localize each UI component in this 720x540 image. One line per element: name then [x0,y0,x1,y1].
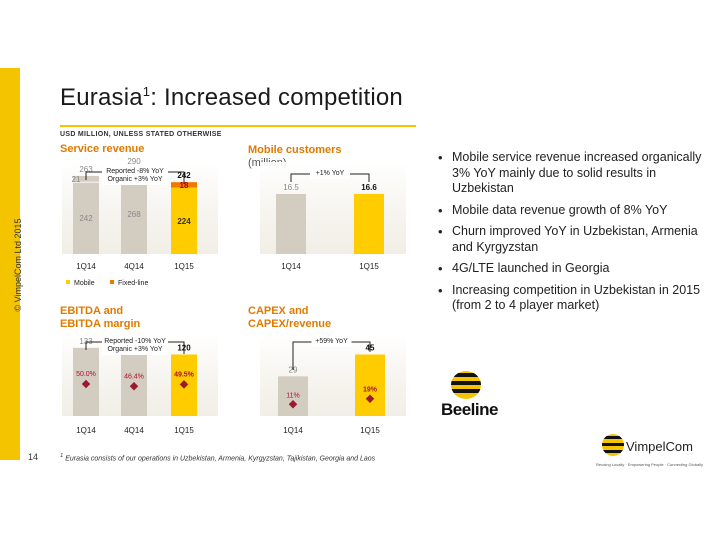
mobile-customers-title: Mobile customers [248,144,342,156]
units-label: USD MILLION, UNLESS STATED OTHERWISE [60,131,222,138]
title-rest: : Increased competition [150,84,403,111]
bar [278,376,308,416]
margin-label: 46.4% [124,373,144,380]
x-tick-label: 1Q14 [281,262,301,271]
mobile-customers-chart: 16.5 1Q14 16.6 1Q15 +1% YoY [260,162,406,271]
title-rule [60,125,416,127]
bar [121,347,147,416]
bullet-item: Mobile service revenue increased organic… [438,150,706,197]
ratio-marker [288,400,298,409]
yoy-label: Organic +3% YoY [107,176,162,183]
x-tick-label: 1Q15 [174,262,194,271]
data-label-mobile: 268 [127,210,141,219]
vimpelcom-logo-text: VimpelCom [626,439,693,454]
yoy-label-bg [311,335,352,347]
bar [276,194,306,254]
page-number: 14 [28,452,39,462]
yoy-label-bg [102,165,168,185]
data-label-fixed: 21 [72,175,81,184]
accent-bar [0,68,20,460]
data-label-mobile: 224 [177,217,191,226]
ebitda-title-line2: EBITDA margin [60,318,141,330]
title-footnote-mark: 1 [142,84,151,99]
margin-label: 50.0% [76,371,96,378]
ratio-label: 19% [363,387,378,394]
yoy-label: Reported -8% YoY [106,168,164,175]
yoy-label: Reported -10% YoY [104,338,166,345]
ratio-label: 11% [286,392,300,399]
legend-swatch-fixed [110,280,114,284]
capex-title-line2: CAPEX/revenue [248,318,332,330]
service-revenue-title: Service revenue [60,143,145,155]
x-tick-label: 1Q14 [283,426,303,435]
x-tick-label: 1Q15 [359,262,379,271]
data-label-total: 290 [127,158,141,166]
page-title: Eurasia1: Increased competition [60,84,403,112]
footnote-text: Eurasia consists of our operations in Uz… [65,455,376,463]
x-tick-label: 1Q14 [76,426,96,435]
yoy-label-bg [102,335,168,355]
copyright: © VimpelCom Ltd 2015 [13,218,23,312]
margin-label: 49.5% [174,371,195,378]
data-label: 16.6 [361,183,377,192]
yoy-label: +1% YoY [316,170,345,177]
ebitda-chart: 13350.0%1Q1413446.4%4Q1412049.5%1Q15Repo… [62,334,218,435]
bar-mobile [121,174,147,254]
legend-swatch-mobile [66,280,70,284]
x-tick-label: 4Q14 [124,262,144,271]
yoy-label: Organic +3% YoY [107,346,162,353]
data-label-mobile: 242 [79,214,93,223]
data-label-total: 263 [79,165,93,174]
x-tick-label: 4Q14 [124,426,144,435]
service-revenue-chart: 242212631Q14268212904Q14224182421Q15Repo… [62,158,218,287]
x-tick-label: 1Q15 [360,426,380,435]
vimpelcom-tagline: Reusing Locally · Empowering People · Co… [596,462,703,467]
yoy-label-bg [310,167,350,179]
footnote: 1 Eurasia consists of our operations in … [60,453,375,462]
title-main: Eurasia [60,84,143,111]
legend-label-mobile: Mobile [74,280,95,287]
legend-label-fixed: Fixed-line [118,280,148,287]
bullet-item: 4G/LTE launched in Georgia [438,261,706,277]
yoy-label: +59% YoY [315,338,348,345]
capex-title-line1: CAPEX and [248,305,309,317]
footnote-mark: 1 [60,453,64,459]
vimpelcom-logo-icon [602,434,624,456]
bullet-item: Increasing competition in Uzbekistan in … [438,283,706,314]
bar [354,194,384,254]
ebitda-title-line1: EBITDA and [60,305,124,317]
bar [355,354,385,416]
data-label-fixed: 18 [180,181,189,190]
bullet-item: Mobile data revenue growth of 8% YoY [438,203,706,219]
bullet-item: Churn improved YoY in Uzbekistan, Armeni… [438,224,706,255]
data-label: 16.5 [283,183,299,192]
margin-marker [81,379,91,389]
beeline-logo-icon [451,371,481,399]
data-label: 133 [79,337,93,346]
beeline-logo-text: Beeline [441,400,498,419]
bar-mobile [171,187,197,254]
bullet-list: Mobile service revenue increased organic… [436,150,706,320]
x-tick-label: 1Q15 [174,426,194,435]
bar-fixed-line [171,182,197,188]
bar-mobile [73,182,99,254]
x-tick-label: 1Q14 [76,262,96,271]
